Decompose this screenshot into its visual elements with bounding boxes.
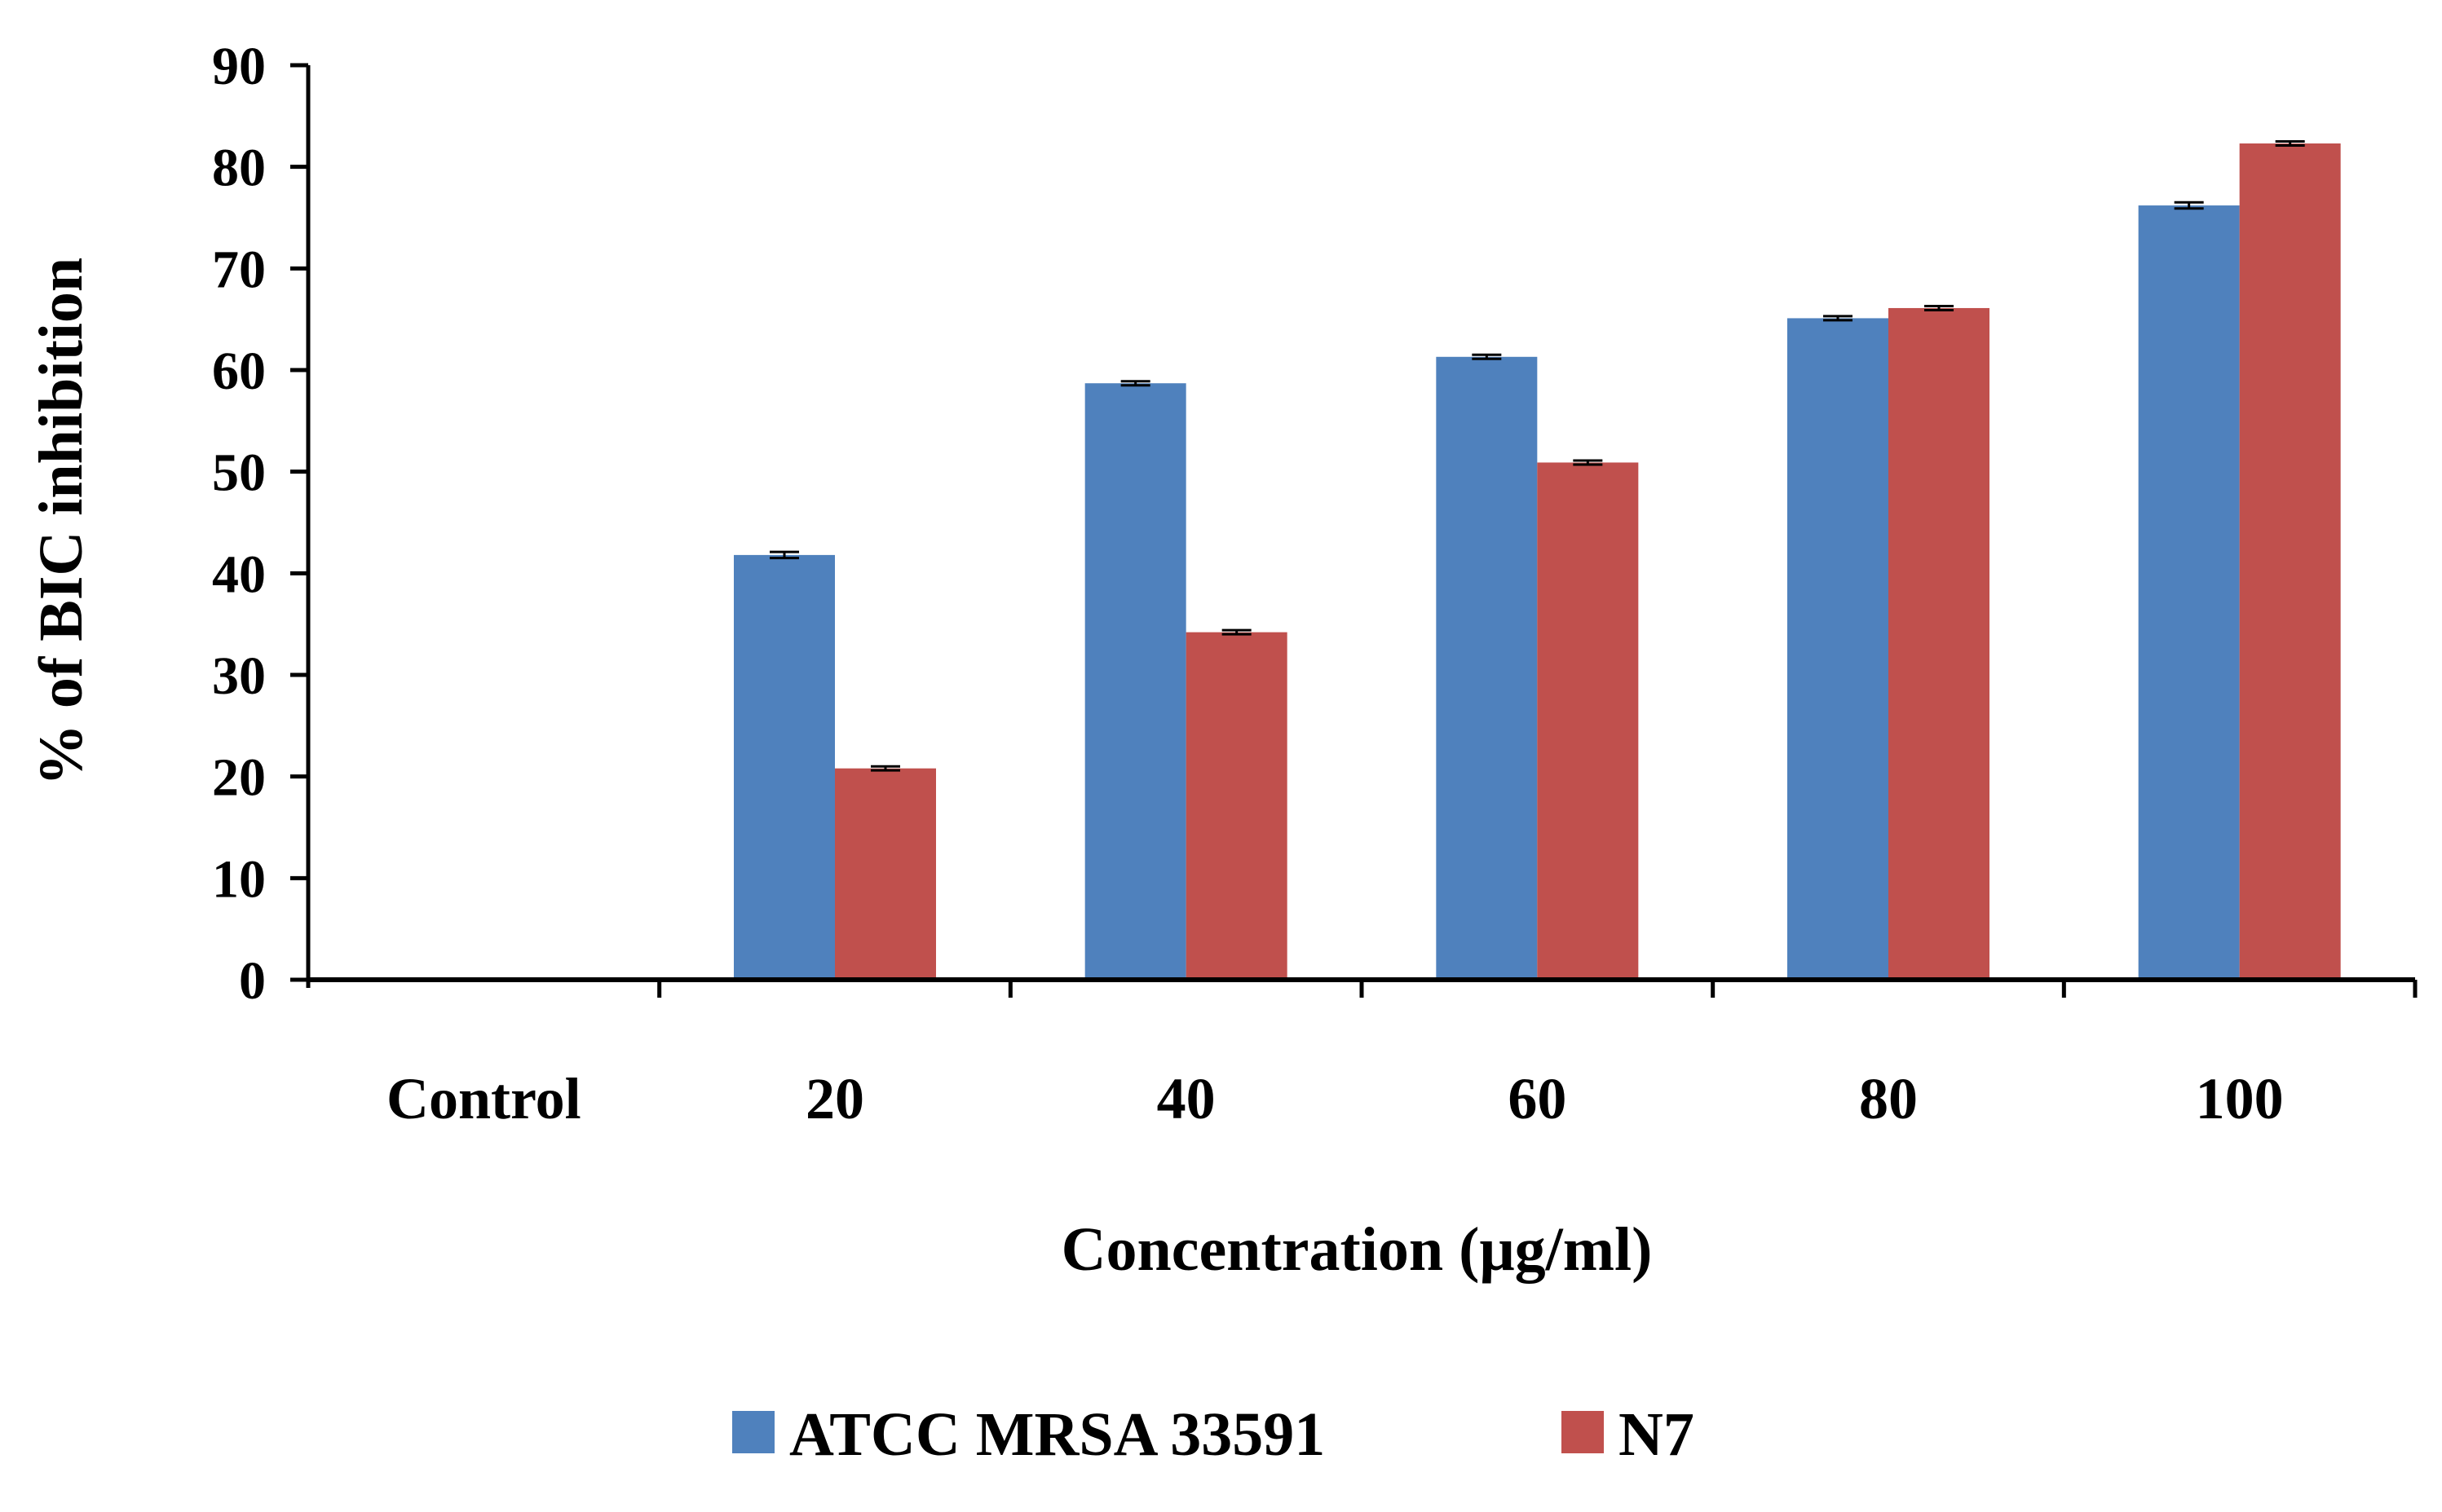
- y-tick-label: 0: [239, 951, 266, 1011]
- legend-swatch: [1561, 1411, 1604, 1453]
- y-tick-label: 40: [212, 544, 266, 604]
- y-axis-title: % of BIC inhibition: [27, 258, 95, 786]
- error-bar: [1120, 380, 1150, 387]
- legend: ATCC MRSA 33591 N7: [732, 1400, 1694, 1469]
- error-bar: [1472, 353, 1502, 360]
- y-tick-label: 90: [212, 37, 266, 96]
- error-bar: [871, 765, 900, 772]
- axes: 0 10 20 30 40 50 60 70 80 90 Control 20 40 60 80 100: [212, 37, 2418, 1131]
- error-bar: [1221, 628, 1252, 636]
- x-category-label-100: 100: [2196, 1066, 2284, 1131]
- x-category-label-20: 20: [806, 1066, 864, 1131]
- x-category-label-control: Control: [386, 1066, 581, 1131]
- bar-atcc-100: [2138, 205, 2240, 981]
- y-tick-label: 10: [212, 849, 266, 909]
- y-tick-label: 80: [212, 139, 266, 198]
- bar-atcc-60: [1436, 356, 1538, 980]
- legend-item-n7: N7: [1561, 1400, 1694, 1469]
- bar-n7-40: [1186, 632, 1287, 980]
- y-tick-label: 60: [212, 342, 266, 401]
- y-tick-label: 70: [212, 240, 266, 299]
- x-category-label-80: 80: [1859, 1066, 1918, 1131]
- y-tick-label: 20: [212, 748, 266, 808]
- error-bar: [1573, 459, 1603, 466]
- x-axis-title: Concentration (μg/ml): [1062, 1215, 1653, 1284]
- x-category-label-40: 40: [1157, 1066, 1216, 1131]
- legend-item-atcc: ATCC MRSA 33591: [732, 1400, 1325, 1469]
- y-tick-label: 50: [212, 443, 266, 503]
- legend-label: ATCC MRSA 33591: [789, 1400, 1325, 1469]
- bar-atcc-40: [1084, 383, 1186, 980]
- error-bar: [2174, 201, 2204, 210]
- legend-swatch: [732, 1411, 775, 1453]
- bar-atcc-80: [1787, 318, 1888, 980]
- legend-label: N7: [1618, 1400, 1694, 1469]
- error-bar: [1924, 304, 1954, 311]
- error-bar: [1823, 315, 1852, 322]
- bar-n7-100: [2239, 143, 2341, 981]
- y-tick-label: 30: [212, 646, 266, 706]
- bar-atcc-20: [734, 554, 835, 980]
- error-bar: [2275, 140, 2305, 147]
- bar-n7-20: [835, 768, 936, 980]
- bar-n7-80: [1888, 307, 1989, 980]
- plot-area: [734, 140, 2341, 981]
- error-bar: [770, 550, 799, 560]
- x-category-label-60: 60: [1508, 1066, 1566, 1131]
- bar-n7-60: [1537, 462, 1639, 980]
